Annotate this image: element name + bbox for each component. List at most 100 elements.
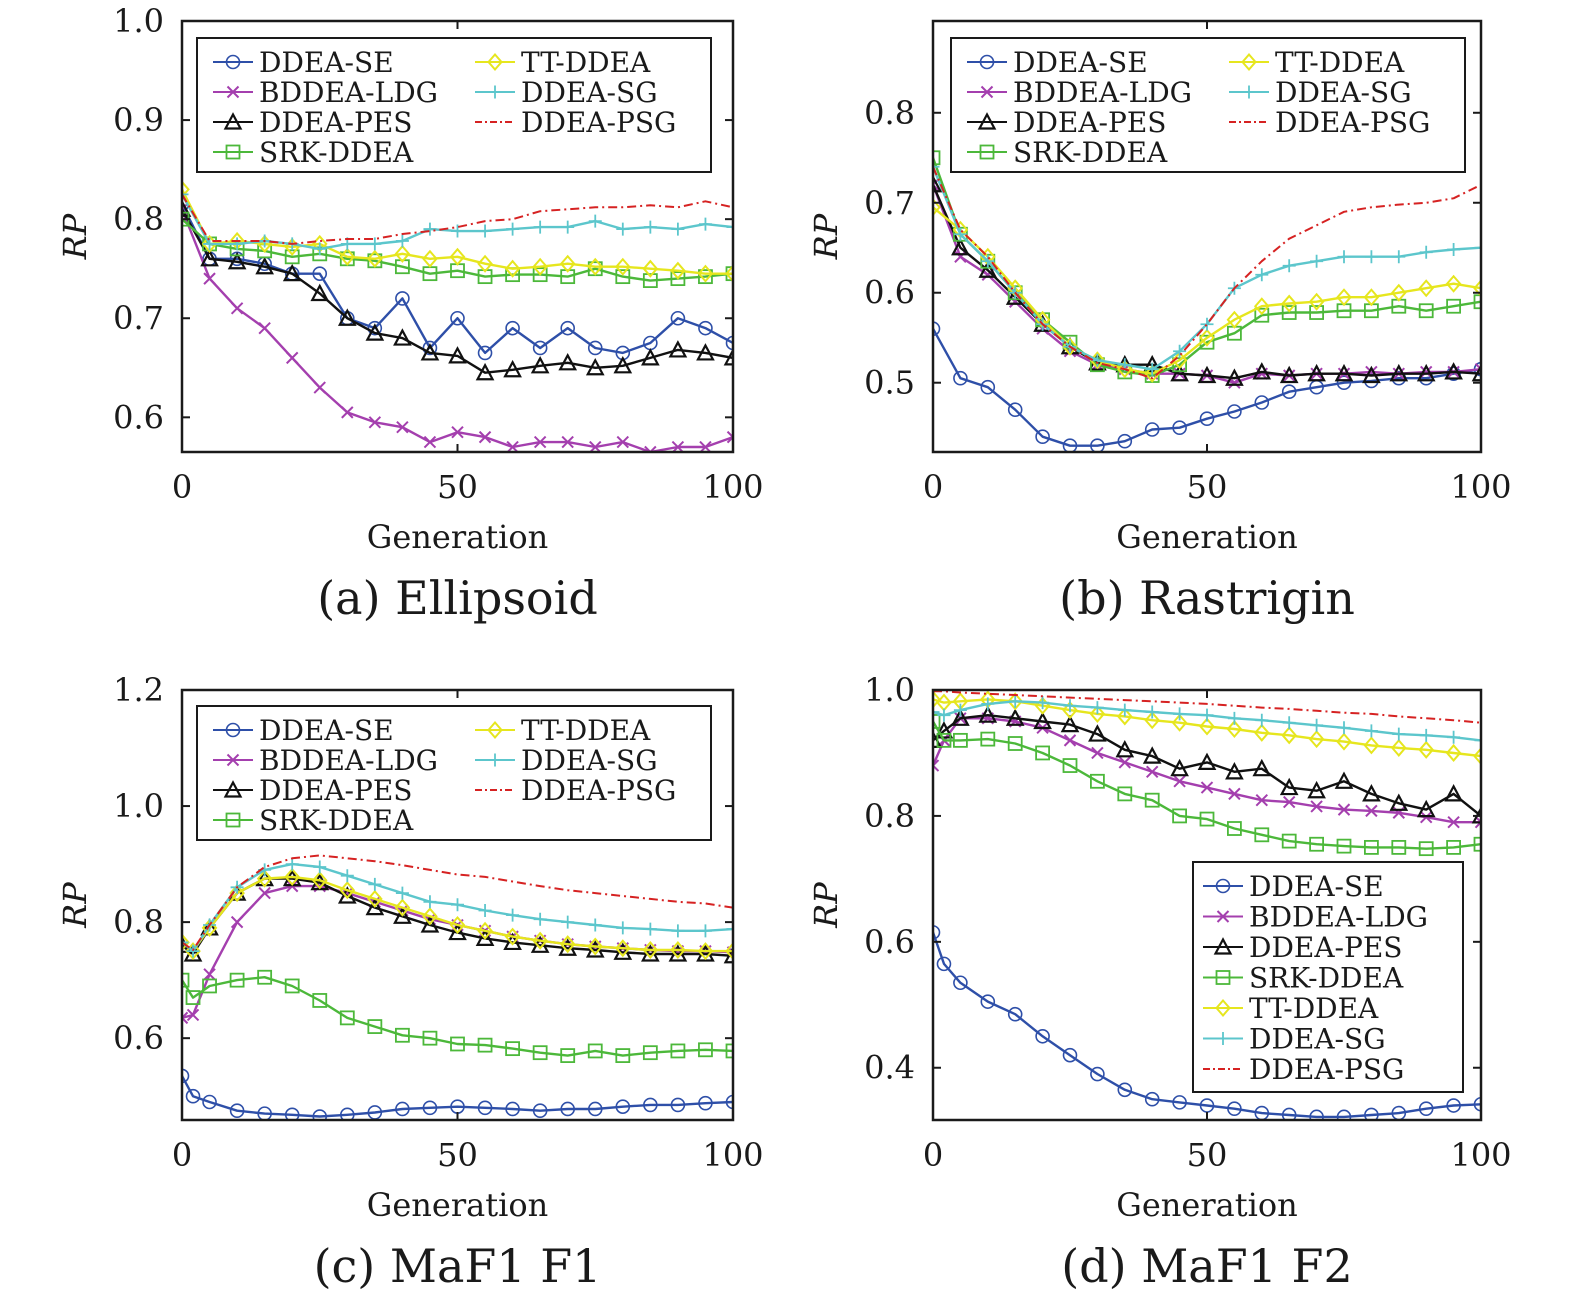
data-point xyxy=(1199,811,1215,827)
data-point xyxy=(1007,402,1023,418)
data-point xyxy=(1309,305,1324,320)
data-point xyxy=(229,884,245,903)
data-point xyxy=(1308,730,1325,749)
data-point xyxy=(697,264,714,283)
data-point xyxy=(1063,699,1077,713)
x-tick-label: 100 xyxy=(1450,468,1511,506)
data-point xyxy=(981,254,995,268)
legend-entry-ddea-sg: DDEA-SG xyxy=(1229,76,1412,109)
data-point xyxy=(258,321,271,335)
y-tick-label: 0.7 xyxy=(113,299,164,337)
data-point xyxy=(185,990,201,1005)
data-point xyxy=(475,362,495,381)
legend-marker xyxy=(487,720,503,740)
series-line-srk-ddea xyxy=(182,976,733,1057)
data-point xyxy=(981,697,995,711)
series-ddea-psg xyxy=(182,193,733,245)
data-point xyxy=(670,310,686,326)
data-point xyxy=(1144,422,1160,437)
data-point xyxy=(1116,707,1133,726)
data-point xyxy=(1364,839,1379,855)
legend-entry-ddea-sg: DDEA-SG xyxy=(475,76,658,109)
y-tick-label: 0.6 xyxy=(113,1019,164,1057)
legend-label: TT-DDEA xyxy=(1249,992,1379,1025)
data-point xyxy=(1334,363,1354,382)
data-point xyxy=(1172,808,1187,824)
data-point xyxy=(1310,800,1323,813)
data-point xyxy=(310,283,330,302)
data-point xyxy=(1281,294,1298,313)
legend-entry-bddea-ldg: BDDEA-LDG xyxy=(213,744,438,777)
legend-entry-ddea-psg: DDEA-PSG xyxy=(475,106,676,139)
data-point xyxy=(698,1095,713,1111)
data-point xyxy=(203,272,216,285)
data-point xyxy=(312,266,328,281)
data-point xyxy=(614,939,631,958)
series-tt-ddea xyxy=(182,867,733,961)
legend-marker xyxy=(980,85,994,99)
data-point xyxy=(1145,362,1159,376)
series-line-ddea-pes xyxy=(933,184,1481,380)
data-point xyxy=(1035,1028,1050,1044)
data-point xyxy=(503,359,522,378)
data-point xyxy=(202,1094,217,1110)
panel-caption: (b) Rastrigin xyxy=(1059,571,1355,625)
series-line-srk-ddea xyxy=(182,218,733,282)
x-tick-label: 0 xyxy=(923,1136,943,1174)
series-line-srk-ddea xyxy=(933,720,1481,850)
panel-ellipsoid: 0 50 100 0.6 0.7 0.8 0.9 1.0 Generation RP (a) Ell… xyxy=(56,2,764,625)
legend: DDEA-SE TT-DDEA BDDEA-LDG DDEA-SG DDEA-PES DD… xyxy=(950,37,1466,173)
x-tick-label: 0 xyxy=(172,1136,192,1174)
data-point xyxy=(368,237,382,251)
data-point xyxy=(933,160,940,174)
data-point xyxy=(367,249,383,268)
data-point xyxy=(533,912,547,926)
legend-label: DDEA-PES xyxy=(1013,106,1166,139)
data-point xyxy=(203,968,216,981)
series-ddea-se xyxy=(933,925,1481,1120)
data-point xyxy=(477,345,493,361)
legend-label: DDEA-SE xyxy=(259,46,394,79)
legend-marker xyxy=(1215,878,1231,894)
data-point xyxy=(1253,723,1270,742)
legend-entry-ddea-psg: DDEA-PSG xyxy=(1203,1053,1404,1086)
data-point xyxy=(933,714,941,729)
data-point xyxy=(367,1019,383,1034)
data-point xyxy=(1390,283,1407,302)
data-point xyxy=(936,732,952,748)
data-point xyxy=(1419,365,1433,379)
series-ddea-pes xyxy=(182,199,733,381)
data-point xyxy=(1416,363,1436,382)
series-line-ddea-psg xyxy=(933,166,1481,380)
series-line-ddea-se xyxy=(933,328,1481,447)
x-tick-label: 50 xyxy=(437,468,478,506)
data-point xyxy=(934,721,954,739)
data-point xyxy=(1142,746,1162,764)
legend-marker xyxy=(226,753,240,767)
legend-marker xyxy=(977,112,997,130)
legend-marker xyxy=(225,144,241,160)
data-point xyxy=(978,705,998,723)
data-point xyxy=(1253,297,1270,316)
data-point xyxy=(422,340,438,356)
data-point xyxy=(1197,365,1217,384)
data-point xyxy=(670,271,686,287)
data-point xyxy=(1172,420,1187,436)
data-point xyxy=(1391,839,1407,855)
data-point xyxy=(257,1106,272,1120)
data-point xyxy=(933,178,940,191)
data-point xyxy=(182,933,190,952)
data-point xyxy=(395,291,410,306)
data-point xyxy=(313,381,326,394)
data-point xyxy=(1255,793,1269,807)
series-ddea-psg xyxy=(933,166,1481,380)
data-point xyxy=(643,1097,658,1113)
data-point xyxy=(284,1107,300,1120)
series-tt-ddea xyxy=(933,198,1481,383)
legend-entry-ddea-se: DDEA-SE xyxy=(213,46,394,79)
data-point xyxy=(365,323,385,341)
data-point xyxy=(1473,1096,1481,1112)
series-line-bddea-ldg xyxy=(933,717,1481,824)
data-point xyxy=(933,925,941,940)
